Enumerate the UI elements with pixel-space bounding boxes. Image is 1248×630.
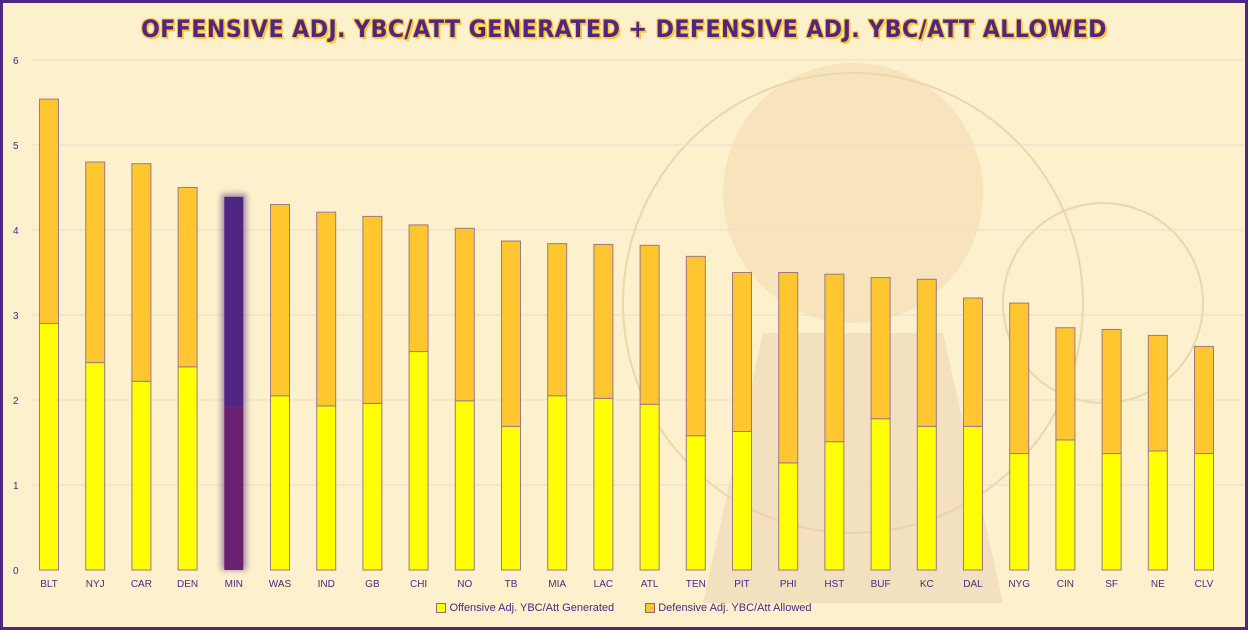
x-tick-label: ATL: [641, 579, 659, 590]
legend-item-defensive: Defensive Adj. YBC/Att Allowed: [645, 602, 812, 614]
y-tick-label: 3: [13, 311, 19, 322]
x-tick-label: NYJ: [86, 579, 105, 590]
legend-item-offensive: Offensive Adj. YBC/Att Generated: [436, 602, 614, 614]
y-tick-label: 4: [13, 226, 19, 237]
chart-title: Offensive Adj. YBC/Att Generated + Defen…: [141, 15, 1107, 43]
x-tick-label: TB: [505, 579, 518, 590]
bar-defensive-ten: [685, 255, 706, 437]
bar-offensive-atl: [639, 403, 660, 571]
bar-offensive-car: [131, 380, 152, 571]
x-tick-label: NYG: [1008, 579, 1030, 590]
bar-offensive-phi: [778, 462, 799, 571]
x-tick-label: NO: [457, 579, 472, 590]
bar-defensive-sf: [1101, 328, 1122, 455]
bar-defensive-lac: [593, 243, 614, 399]
y-tick-label: 5: [13, 141, 19, 152]
bar-offensive-blt: [39, 323, 59, 571]
x-tick-label: MIA: [548, 579, 566, 590]
x-tick-label: LAC: [594, 579, 613, 590]
x-tick-label: SF: [1105, 579, 1118, 590]
bar-offensive-clv: [1194, 453, 1214, 571]
legend-swatch-defensive: [645, 603, 656, 613]
bar-offensive-sf: [1101, 453, 1122, 571]
bar-defensive-buf: [870, 277, 891, 420]
bar-defensive-nyg: [1009, 302, 1030, 455]
x-tick-label: GB: [365, 579, 380, 590]
x-tick-label: PIT: [734, 579, 750, 590]
bar-defensive-car: [131, 163, 152, 382]
y-tick-label: 1: [13, 481, 19, 492]
bar-offensive-cin: [1055, 439, 1076, 571]
bar-defensive-was: [270, 204, 290, 397]
bar-defensive-hst: [824, 273, 845, 443]
x-tick-label: DAL: [963, 579, 983, 590]
bar-defensive-chi: [408, 224, 429, 353]
x-tick-label: WAS: [269, 579, 292, 590]
bar-defensive-pit: [732, 272, 752, 432]
bar-defensive-atl: [639, 244, 660, 405]
legend-swatch-offensive: [436, 603, 447, 613]
x-tick-label: IND: [318, 579, 335, 590]
x-tick-label: BLT: [40, 579, 58, 590]
legend: Offensive Adj. YBC/Att Generated Defensi…: [3, 602, 1245, 616]
bar-offensive-buf: [870, 418, 891, 571]
bar-offensive-was: [270, 395, 290, 571]
bar-defensive-no: [454, 227, 475, 402]
bar-defensive-tb: [501, 240, 521, 427]
bar-defensive-kc: [916, 278, 937, 427]
bar-offensive-pit: [732, 430, 752, 571]
x-tick-label: KC: [920, 579, 934, 590]
bar-offensive-ten: [685, 435, 706, 571]
x-tick-label: HST: [824, 579, 844, 590]
y-tick-label: 2: [13, 396, 19, 407]
bar-offensive-den: [177, 366, 198, 571]
bar-offensive-kc: [916, 425, 937, 571]
bar-defensive-clv: [1194, 345, 1214, 455]
bar-defensive-den: [177, 187, 198, 368]
x-tick-label: BUF: [871, 579, 891, 590]
x-tick-label: TEN: [686, 579, 706, 590]
bar-defensive-ind: [316, 211, 337, 407]
bar-offensive-lac: [593, 397, 614, 571]
bar-defensive-blt: [39, 98, 59, 324]
bar-offensive-ind: [316, 405, 337, 571]
bar-offensive-nyj: [85, 362, 106, 571]
bar-offensive-dal: [963, 425, 983, 571]
bar-defensive-nyj: [85, 161, 106, 364]
y-tick-label: 0: [13, 566, 19, 577]
bar-defensive-ne: [1147, 334, 1168, 452]
y-tick-label: 6: [13, 56, 19, 67]
bar-offensive-hst: [824, 441, 845, 571]
bar-offensive-min: [224, 406, 244, 570]
bar-defensive-phi: [778, 272, 799, 464]
bar-defensive-gb: [362, 215, 383, 404]
x-tick-label: NE: [1151, 579, 1165, 590]
bar-defensive-dal: [963, 297, 983, 427]
bar-offensive-mia: [547, 395, 568, 571]
x-tick-label: CLV: [1195, 579, 1214, 590]
bar-defensive-min: [224, 196, 244, 407]
bar-offensive-nyg: [1009, 453, 1030, 571]
legend-label: Offensive Adj. YBC/Att Generated: [449, 602, 615, 614]
x-tick-label: CIN: [1057, 579, 1074, 590]
bar-defensive-mia: [547, 243, 568, 397]
bar-offensive-tb: [501, 425, 521, 571]
bar-chart: 0 1 2 3 4 5 6 BLT NYJ CAR DEN MIN WAS IND GB CHI NO TB MIA…: [13, 56, 1243, 590]
x-tick-label: PHI: [780, 579, 797, 590]
x-tick-label: CHI: [410, 579, 427, 590]
legend-label: Defensive Adj. YBC/Att Allowed: [658, 602, 812, 614]
x-tick-label: DEN: [177, 579, 198, 590]
x-tick-label: MIN: [225, 579, 243, 590]
bar-offensive-ne: [1147, 450, 1168, 571]
bar-offensive-gb: [362, 402, 383, 571]
bar-offensive-no: [454, 400, 475, 571]
bar-defensive-cin: [1055, 327, 1076, 441]
bar-offensive-chi: [408, 351, 429, 571]
x-tick-label: CAR: [131, 579, 152, 590]
